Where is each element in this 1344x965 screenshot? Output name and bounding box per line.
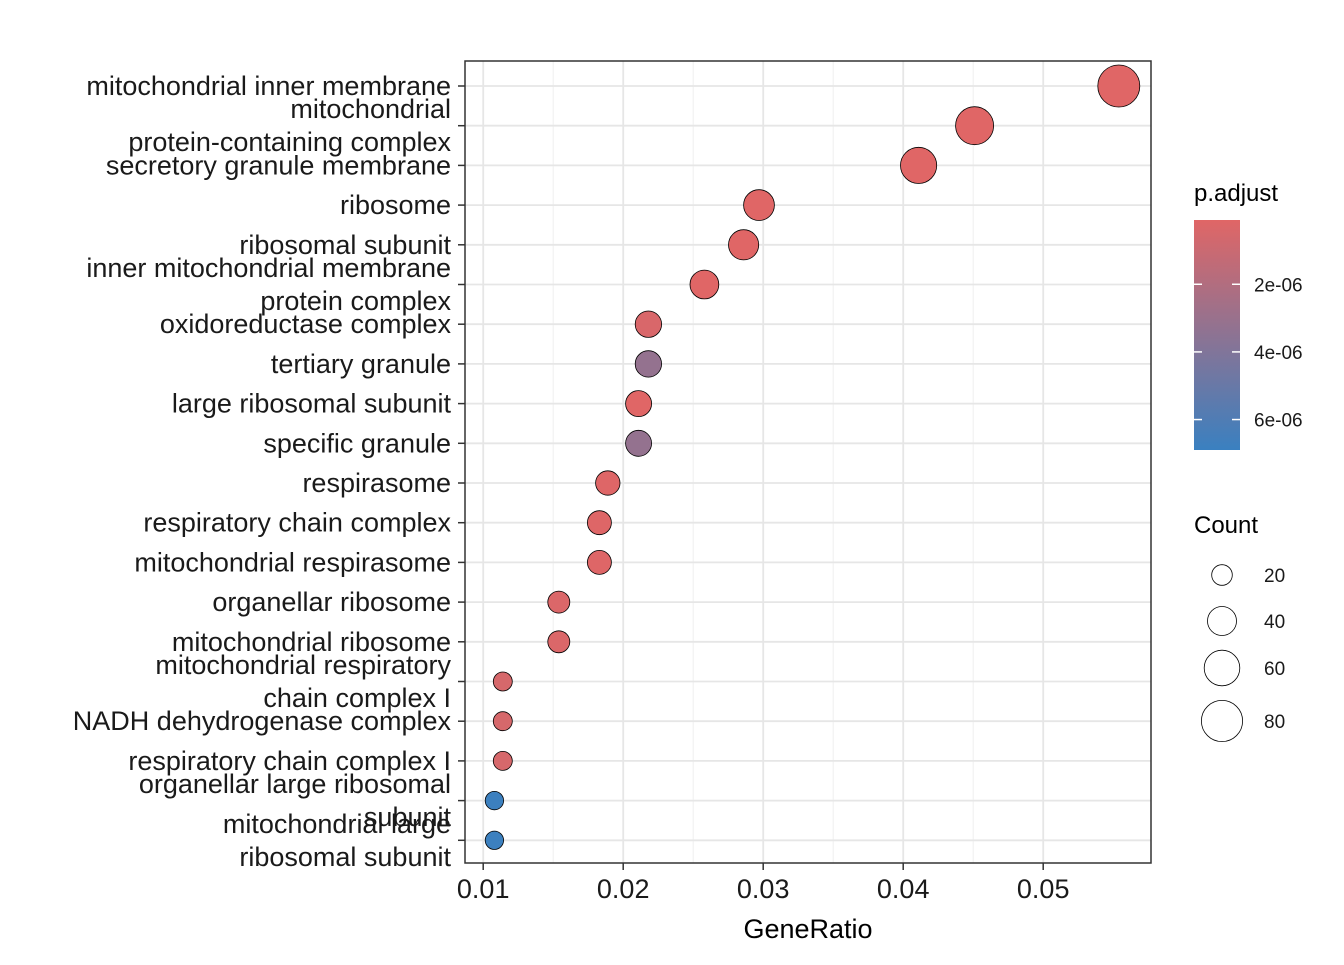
y-tick-label: inner mitochondrial membrane protein comp… (86, 253, 451, 316)
y-tick-label-line: tertiary granule (271, 349, 451, 379)
grid-lines (465, 61, 1151, 863)
data-point (634, 310, 663, 338)
plot-background (465, 61, 1151, 863)
y-tick-label-line: inner mitochondrial membrane (86, 253, 451, 283)
y-tick-label: mitochondrial inner membrane (86, 71, 451, 101)
y-tick-label-line: ribosomal subunit (239, 230, 451, 260)
size-legend-label: 60 (1264, 659, 1285, 680)
y-tick-label-line: organellar large ribosomal (139, 769, 451, 799)
y-tick-label: organellar ribosome (212, 587, 451, 617)
y-tick-label-line: mitochondrial ribosome (172, 627, 451, 657)
y-tick-label-line: protein-containing complex (128, 127, 451, 157)
data-point (492, 751, 513, 771)
size-legend-title: Count (1194, 512, 1258, 539)
y-tick-label-line: respiratory chain complex I (128, 746, 451, 776)
x-tick-label: 0.02 (597, 874, 650, 904)
data-point (689, 269, 720, 300)
color-legend-label: 2e-06 (1254, 275, 1303, 296)
y-tick-label: tertiary granule (271, 349, 451, 379)
y-tick-label-line: specific granule (263, 428, 451, 458)
data-point (547, 590, 571, 614)
y-tick-label: specific granule (263, 428, 451, 458)
y-tick-label: oxidoreductase complex (160, 309, 452, 339)
y-tick-label-line: oxidoreductase complex (160, 309, 452, 339)
y-tick-label: mitochondrial protein-containing complex (128, 94, 451, 157)
y-tick-label-line: ribosome (340, 190, 451, 220)
size-legend-circle (1203, 649, 1241, 687)
y-tick-label-line: chain complex I (263, 683, 451, 713)
x-tick-label: 0.01 (457, 874, 510, 904)
size-legend-label: 40 (1264, 612, 1285, 633)
y-tick-label: mitochondrial respiratory chain complex I (155, 650, 451, 713)
y-tick-label-line: NADH dehydrogenase complex (73, 706, 452, 736)
y-tick-label-line: protein complex (260, 286, 451, 316)
data-point (492, 711, 513, 732)
y-tick-label: mitochondrial ribosome (172, 627, 451, 657)
y-tick-label-line: mitochondrial inner membrane (86, 71, 451, 101)
y-tick-label-line: mitochondrial respiratory (155, 650, 451, 680)
data-points (484, 64, 1141, 850)
size-legend-circle (1207, 606, 1237, 636)
color-legend-label: 6e-06 (1254, 411, 1303, 432)
data-point (492, 671, 513, 692)
data-point (587, 550, 612, 575)
y-tick-label-line: large ribosomal subunit (172, 389, 452, 419)
y-tick-label-line: respirasome (302, 468, 451, 498)
y-tick-label: secretory granule membrane (106, 150, 451, 180)
axes: mitochondrial inner membranemitochondria… (73, 71, 1070, 904)
data-point (595, 470, 621, 496)
y-tick-label: NADH dehydrogenase complex (73, 706, 452, 736)
y-tick-label-line: secretory granule membrane (106, 150, 451, 180)
y-tick-label-line: respiratory chain complex (143, 508, 451, 538)
data-point (484, 830, 504, 850)
y-tick-label-line: ribosomal subunit (239, 842, 451, 872)
data-point (634, 350, 663, 378)
color-legend-bar (1194, 220, 1240, 450)
y-tick-label: mitochondrial large ribosomal subunit (223, 809, 452, 872)
y-tick-label: organellar large ribosomal subunit (139, 769, 452, 832)
y-tick-label: mitochondrial respirasome (134, 547, 451, 577)
y-tick-label-line: subunit (364, 802, 452, 832)
data-point (900, 146, 938, 184)
data-point (547, 630, 571, 654)
data-point (625, 429, 652, 457)
y-tick-label-line: mitochondrial large (223, 809, 451, 839)
data-point (484, 790, 504, 811)
size-legend-label: 80 (1264, 712, 1285, 733)
color-legend-title: p.adjust (1194, 180, 1278, 207)
y-tick-label-line: mitochondrial respirasome (134, 547, 451, 577)
color-legend-label: 4e-06 (1254, 343, 1303, 364)
size-legend-circle (1211, 564, 1233, 586)
x-tick-label: 0.04 (877, 874, 930, 904)
y-tick-label-line: mitochondrial (290, 94, 451, 124)
y-tick-label-line: organellar ribosome (212, 587, 451, 617)
y-tick-label: respiratory chain complex I (128, 746, 451, 776)
y-tick-label: respirasome (302, 468, 451, 498)
data-point (1097, 64, 1141, 108)
x-tick-label: 0.05 (1017, 874, 1070, 904)
legends: p.adjust Count 2e-06 4e-06 6e-06 20 40 60 80 (1194, 180, 1303, 743)
plot-panel-border (464, 60, 1152, 864)
data-point (625, 390, 652, 418)
x-axis-title: GeneRatio (743, 914, 872, 944)
data-point (587, 510, 612, 536)
size-legend-label: 20 (1264, 566, 1285, 587)
data-point (743, 189, 775, 221)
size-legend-circle (1201, 700, 1244, 743)
y-tick-label: ribosomal subunit (239, 230, 451, 260)
data-point (728, 229, 760, 261)
y-tick-label: large ribosomal subunit (172, 389, 452, 419)
y-tick-label: respiratory chain complex (143, 508, 451, 538)
x-tick-label: 0.03 (737, 874, 790, 904)
y-tick-label: ribosome (340, 190, 451, 220)
data-point (955, 106, 994, 146)
